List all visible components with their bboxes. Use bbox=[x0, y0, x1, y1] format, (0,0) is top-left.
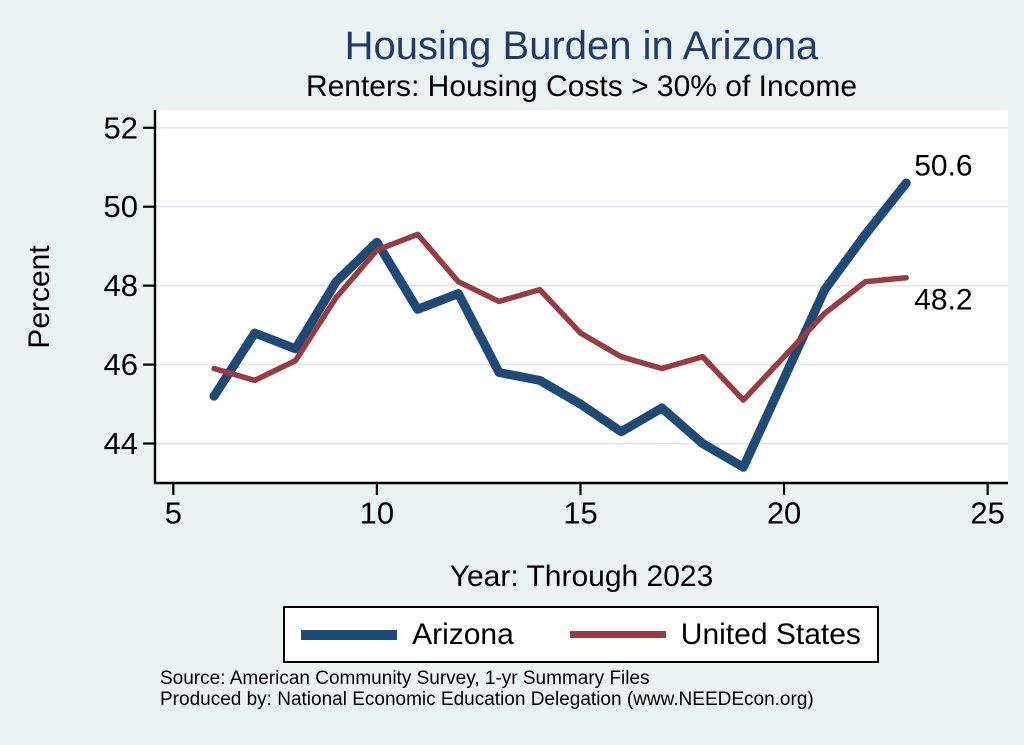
value-annotation: 48.2 bbox=[914, 283, 972, 316]
plot-area bbox=[155, 110, 1008, 483]
y-tick-label: 46 bbox=[104, 347, 138, 382]
legend-label: Arizona bbox=[412, 617, 514, 651]
x-axis-label: Year: Through 2023 bbox=[449, 560, 714, 593]
y-tick-label: 44 bbox=[104, 426, 138, 461]
series-line-united-states bbox=[211, 231, 909, 403]
legend-item-united-states: United States bbox=[569, 617, 861, 652]
x-tick-label: 25 bbox=[970, 495, 1004, 530]
x-tick-label: 5 bbox=[165, 495, 182, 530]
x-tick-label: 20 bbox=[767, 495, 801, 530]
series-line-arizona bbox=[209, 178, 911, 472]
legend-item-arizona: Arizona bbox=[301, 618, 514, 652]
legend-swatch bbox=[569, 631, 666, 638]
y-tick-label: 50 bbox=[104, 189, 138, 224]
legend: Arizona United States bbox=[283, 606, 879, 663]
y-tick-label: 52 bbox=[104, 110, 138, 145]
y-axis-label: Percent bbox=[23, 245, 56, 349]
source-note: Source: American Community Survey, 1-yr … bbox=[160, 668, 814, 710]
x-tick-label: 10 bbox=[360, 495, 394, 530]
legend-label: United States bbox=[680, 617, 861, 651]
producer-line: Produced by: National Economic Education… bbox=[160, 689, 814, 710]
source-line: Source: American Community Survey, 1-yr … bbox=[160, 668, 650, 689]
legend-swatch bbox=[301, 629, 398, 640]
chart-subtitle: Renters: Housing Costs > 30% of Income bbox=[305, 70, 858, 103]
y-tick-label: 48 bbox=[104, 268, 138, 303]
value-annotation: 50.6 bbox=[914, 150, 972, 183]
x-tick-label: 15 bbox=[563, 495, 597, 530]
chart-title: Housing Burden in Arizona bbox=[344, 24, 819, 68]
